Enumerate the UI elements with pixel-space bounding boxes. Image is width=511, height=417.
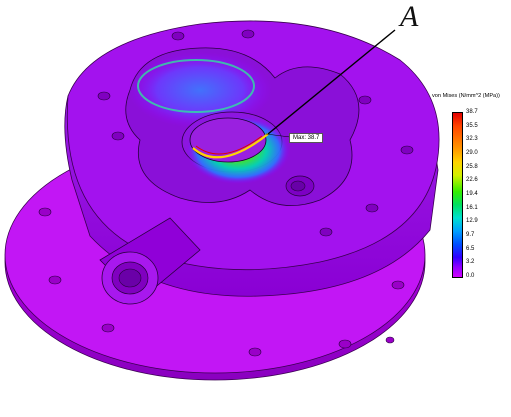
legend-tick-label: 22.6 (466, 177, 478, 184)
max-marker-line (265, 133, 291, 138)
legend-tick-label: 29.0 (466, 150, 478, 156)
max-value-label: Max: 38.7 (289, 133, 324, 143)
legend-tick-label: 9.7 (466, 232, 475, 238)
legend-tick-label: 12.9 (466, 218, 478, 225)
legend-tick-label: 19.4 (466, 191, 478, 197)
legend-tick-label: 0.0 (466, 273, 475, 279)
legend-title: von Mises (N/mm^2 (MPa)) (432, 93, 500, 99)
annotation-leader-line (267, 29, 396, 135)
legend-tick-label: 3.2 (466, 259, 475, 266)
legend-color-bar (452, 112, 463, 278)
annotation-label: A (400, 0, 419, 33)
legend-tick-label: 16.1 (466, 204, 478, 211)
legend-tick-label: 32.3 (466, 136, 478, 143)
legend-tick-label: 35.5 (466, 122, 478, 129)
inlet-port (99, 217, 201, 305)
legend-tick-label: 25.8 (466, 163, 478, 170)
gear-cavity (125, 47, 360, 206)
legend-tick-label: 6.5 (466, 245, 475, 252)
legend-tick-label: 38.7 (466, 109, 478, 115)
